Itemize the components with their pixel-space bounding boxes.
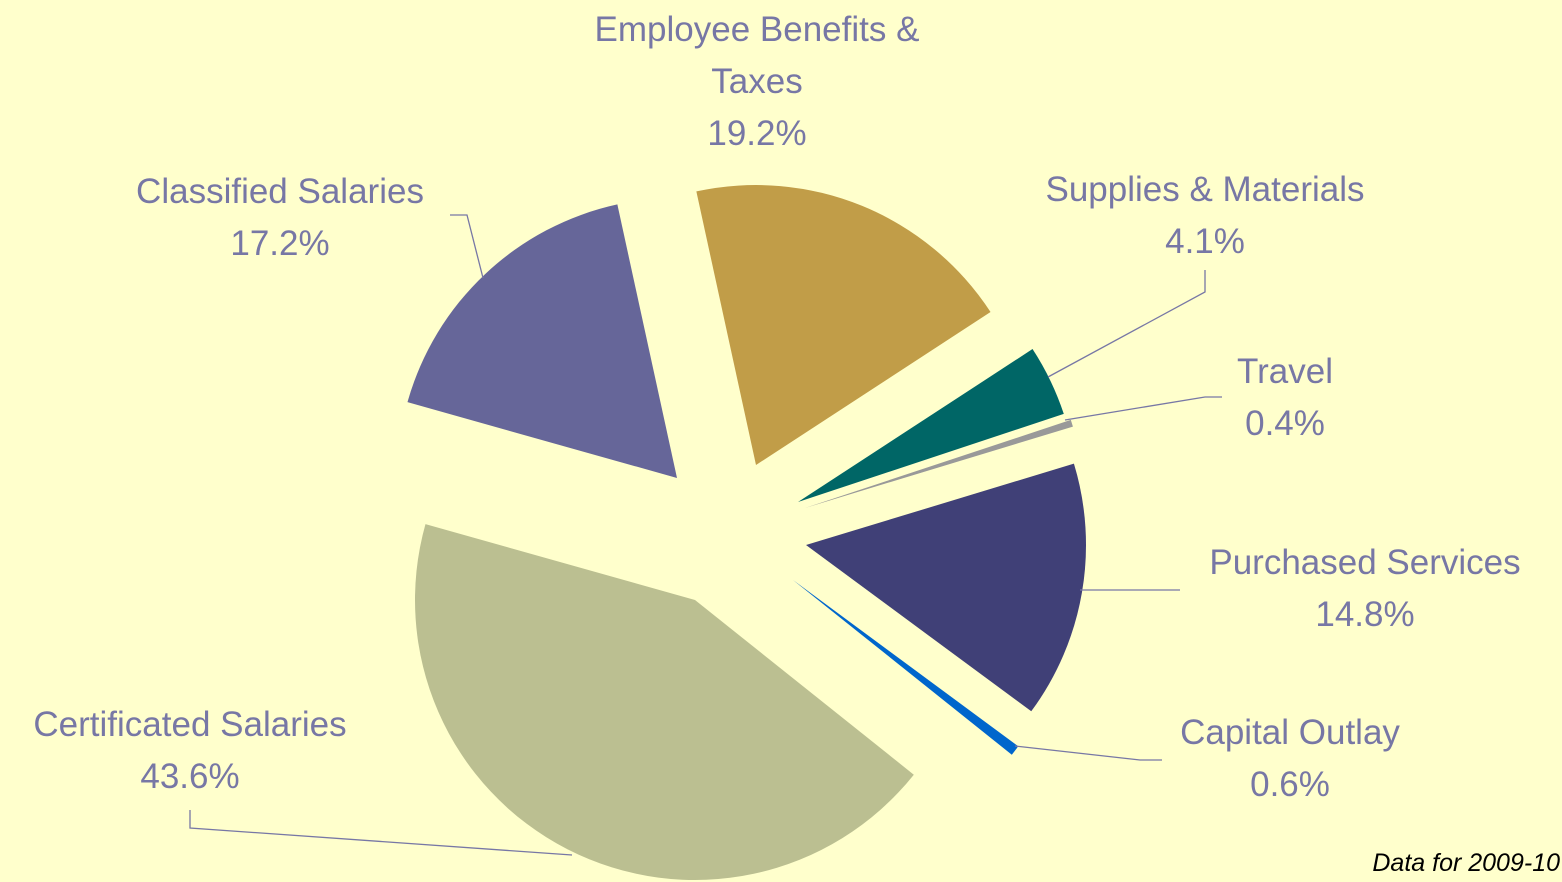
slice-label: Certificated Salaries <box>33 705 347 744</box>
leader-line <box>1047 270 1206 378</box>
leader-line <box>1014 745 1162 761</box>
slice-label: Supplies & Materials <box>1045 170 1365 209</box>
pie-slice <box>696 184 991 465</box>
slice-label: Travel <box>1237 352 1333 391</box>
value-label: 19.2% <box>707 114 807 153</box>
pie-slice <box>415 524 914 880</box>
pie-slice <box>798 349 1064 502</box>
slice-label: Employee Benefits & Taxes <box>594 10 920 101</box>
leader-line <box>1064 396 1222 421</box>
value-label: 0.6% <box>1250 765 1330 804</box>
pie-slice <box>806 463 1086 712</box>
slice-label: Purchased Services <box>1209 543 1521 582</box>
value-label: 14.8% <box>1315 595 1415 634</box>
footnote: Data for 2009-10 <box>1372 849 1560 877</box>
value-label: 0.4% <box>1245 404 1325 443</box>
value-label: 43.6% <box>140 757 240 796</box>
leader-line <box>189 810 573 856</box>
slice-label: Classified Salaries <box>136 172 424 211</box>
value-label: 17.2% <box>230 224 330 263</box>
slice-label: Capital Outlay <box>1180 713 1400 752</box>
pie-slice <box>805 419 1073 508</box>
leader-line <box>450 214 484 279</box>
pie-slice <box>407 204 677 478</box>
pie-slice <box>793 580 1019 755</box>
value-label: 4.1% <box>1165 222 1245 261</box>
